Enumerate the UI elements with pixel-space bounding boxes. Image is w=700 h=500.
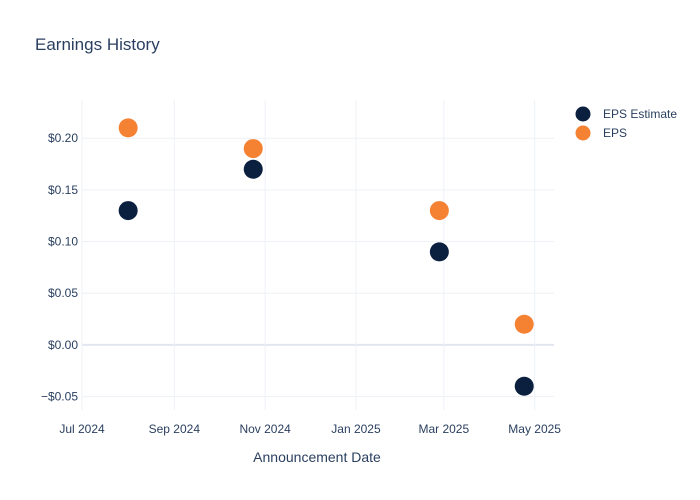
x-tick-label: Jul 2024 — [59, 422, 105, 436]
eps-point[interactable] — [514, 314, 534, 334]
eps-estimate-point[interactable] — [514, 376, 534, 396]
y-axis-ticks: −$0.05 $0.00 $0.05 $0.10 $0.15 $0.20 — [41, 131, 78, 403]
eps-estimate-point[interactable] — [429, 242, 449, 262]
legend-label[interactable]: EPS — [603, 126, 627, 140]
legend-marker — [575, 106, 591, 122]
x-axis-title: Announcement Date — [253, 449, 381, 465]
x-tick-label: Mar 2025 — [418, 422, 469, 436]
x-axis-ticks: Jul 2024 Sep 2024 Nov 2024 Jan 2025 Mar 2025… — [59, 422, 561, 436]
x-tick-label: Nov 2024 — [239, 422, 291, 436]
eps-estimate-point[interactable] — [118, 201, 138, 221]
y-tick-label: −$0.05 — [41, 390, 78, 404]
legend-label[interactable]: EPS Estimate — [603, 107, 677, 121]
eps-point[interactable] — [243, 139, 263, 159]
legend-marker — [575, 125, 591, 141]
x-tick-label: Sep 2024 — [149, 422, 201, 436]
grid-lines — [81, 100, 554, 410]
y-tick-label: $0.10 — [48, 235, 78, 249]
y-tick-label: $0.05 — [48, 286, 78, 300]
x-tick-label: May 2025 — [508, 422, 561, 436]
eps-point[interactable] — [118, 118, 138, 138]
legend: EPS Estimate EPS — [575, 106, 677, 141]
chart-title: Earnings History — [35, 35, 160, 54]
y-tick-label: $0.20 — [48, 131, 78, 145]
eps-estimate-point[interactable] — [243, 159, 263, 179]
eps-point[interactable] — [429, 201, 449, 221]
x-tick-label: Jan 2025 — [331, 422, 381, 436]
y-tick-label: $0.15 — [48, 183, 78, 197]
y-tick-label: $0.00 — [48, 338, 78, 352]
data-points — [118, 118, 534, 396]
